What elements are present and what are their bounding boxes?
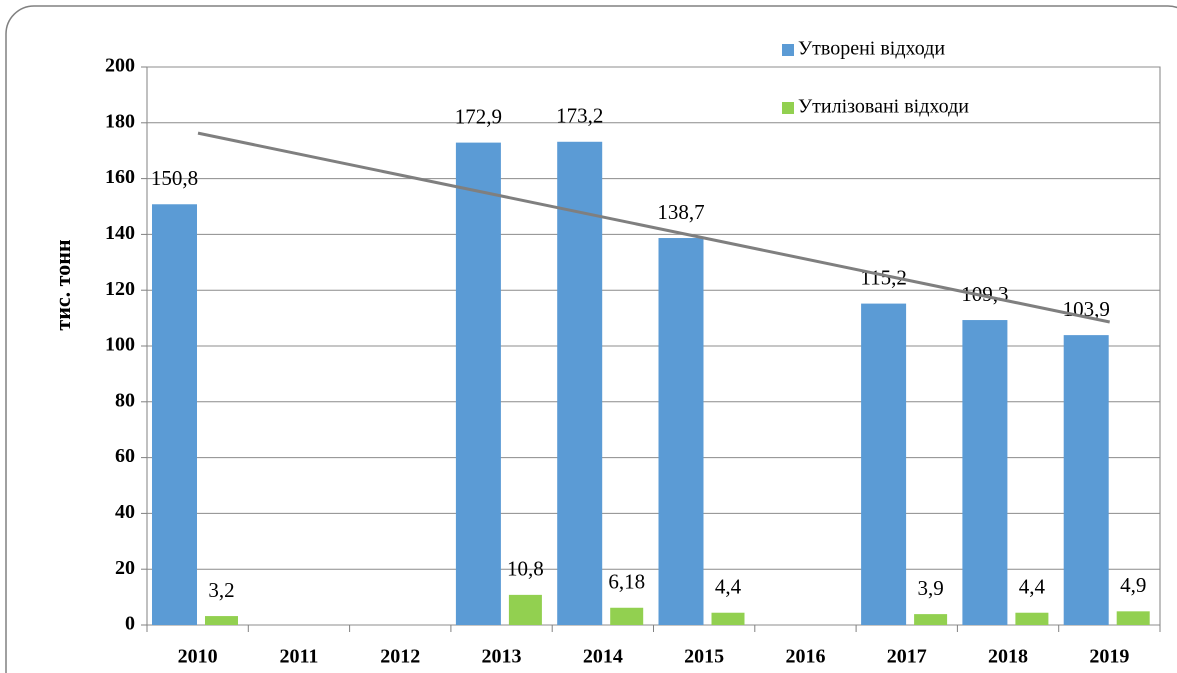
value-label: 172,9 (455, 104, 502, 128)
y-tick-label: 20 (115, 557, 135, 579)
y-tick-label: 200 (105, 55, 135, 77)
bar (1015, 612, 1049, 625)
value-label: 4,4 (715, 575, 742, 599)
x-tick-label: 2010 (178, 646, 218, 668)
x-tick-label: 2015 (684, 646, 724, 668)
bar (914, 614, 948, 625)
legend-label: Утилізовані відходи (798, 96, 969, 118)
x-tick-label: 2017 (887, 646, 927, 668)
value-label: 173,2 (556, 104, 603, 128)
legend-swatch (782, 102, 794, 114)
value-label: 6,18 (608, 570, 645, 594)
y-tick-label: 140 (105, 222, 135, 244)
bar (508, 594, 542, 625)
legend-label: Утворені відходи (798, 38, 945, 60)
x-tick-label: 2019 (1089, 646, 1129, 668)
y-tick-label: 160 (105, 166, 135, 188)
bar (205, 616, 238, 625)
bar (455, 142, 501, 625)
x-tick-label: 2012 (380, 646, 420, 668)
value-label: 3,9 (917, 576, 943, 600)
bar (152, 204, 197, 625)
x-tick-label: 2013 (482, 646, 522, 668)
y-axis-label: тис. тонн (50, 239, 75, 330)
legend-swatch (782, 44, 794, 56)
value-label: 138,7 (657, 200, 704, 224)
bar (861, 303, 907, 625)
x-tick-label: 2018 (988, 646, 1028, 668)
y-tick-label: 60 (115, 445, 135, 467)
y-tick-label: 120 (105, 278, 135, 300)
trend-line (197, 131, 1111, 324)
x-tick-label: 2014 (583, 646, 623, 668)
value-label: 4,9 (1120, 573, 1146, 597)
bar (962, 320, 1008, 625)
y-tick-label: 40 (115, 501, 135, 523)
bar (1116, 611, 1150, 625)
bar (658, 238, 704, 626)
y-tick-label: 0 (125, 613, 135, 635)
y-tick-label: 180 (105, 110, 135, 132)
bar (711, 612, 745, 625)
value-label: 150,8 (151, 166, 198, 190)
y-tick-label: 80 (115, 389, 135, 411)
bar (1063, 335, 1109, 625)
x-tick-label: 2016 (785, 646, 825, 668)
y-tick-label: 100 (105, 334, 135, 356)
bar (557, 141, 603, 625)
value-label: 10,8 (507, 557, 544, 581)
value-label: 3,2 (208, 578, 234, 602)
x-tick-label: 2011 (279, 646, 318, 668)
value-label: 4,4 (1019, 575, 1046, 599)
bar (610, 607, 644, 625)
